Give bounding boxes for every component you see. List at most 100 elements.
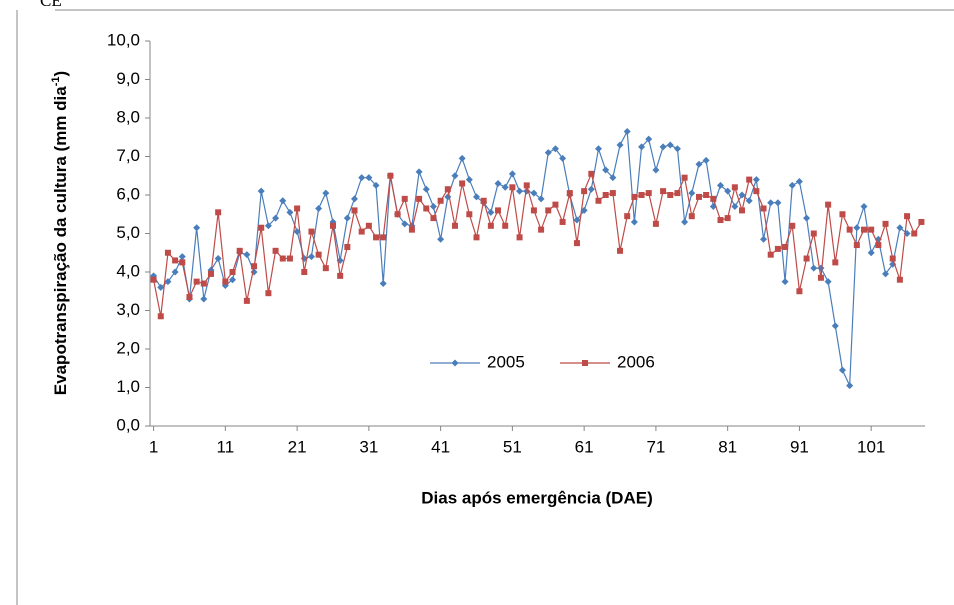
- marker: [416, 195, 423, 202]
- x-tick-label: 11: [217, 437, 235, 456]
- marker: [279, 197, 287, 205]
- marker: [458, 154, 466, 162]
- marker: [322, 265, 329, 272]
- marker: [502, 222, 509, 229]
- corner-text: CE: [40, 0, 62, 10]
- marker: [767, 251, 774, 258]
- marker: [172, 257, 179, 264]
- marker: [738, 191, 746, 199]
- marker: [588, 170, 595, 177]
- y-tick-label: 3,0: [116, 300, 140, 319]
- marker: [638, 192, 645, 198]
- marker: [293, 228, 301, 236]
- marker: [652, 220, 659, 227]
- marker: [423, 205, 430, 212]
- marker: [186, 294, 193, 301]
- marker: [516, 234, 523, 241]
- marker: [451, 359, 459, 367]
- marker: [344, 243, 351, 250]
- marker: [789, 222, 796, 229]
- marker: [667, 192, 674, 198]
- marker: [501, 183, 509, 191]
- marker: [717, 217, 724, 224]
- marker: [329, 222, 336, 229]
- marker: [774, 199, 782, 207]
- marker: [193, 224, 201, 232]
- marker: [645, 135, 653, 143]
- marker: [179, 259, 186, 266]
- marker: [853, 242, 860, 249]
- marker: [551, 145, 559, 153]
- y-axis-title-sup: -1: [50, 76, 62, 86]
- marker: [882, 270, 890, 278]
- marker: [200, 295, 208, 303]
- marker: [580, 206, 588, 214]
- marker: [587, 185, 595, 193]
- y-tick-label: 0,0: [116, 415, 140, 434]
- marker: [810, 264, 818, 272]
- marker: [695, 160, 703, 168]
- marker: [660, 188, 667, 195]
- marker: [322, 189, 330, 197]
- marker: [459, 180, 466, 187]
- marker: [215, 209, 222, 216]
- marker: [817, 274, 824, 281]
- marker: [824, 278, 832, 286]
- marker: [222, 278, 229, 285]
- marker: [365, 174, 373, 182]
- marker: [207, 270, 214, 277]
- marker: [294, 205, 301, 212]
- marker: [867, 249, 875, 257]
- marker: [781, 278, 789, 286]
- marker: [746, 176, 753, 183]
- marker: [688, 213, 695, 220]
- marker: [673, 145, 681, 153]
- marker: [337, 272, 344, 279]
- marker: [559, 218, 566, 225]
- marker: [904, 213, 911, 220]
- marker: [623, 127, 631, 135]
- marker: [559, 154, 567, 162]
- marker: [838, 366, 846, 374]
- marker: [846, 382, 854, 390]
- marker: [624, 213, 631, 220]
- marker: [582, 360, 588, 366]
- y-axis-title-main: Evapotranspiração da cultura (mm dia: [51, 86, 70, 395]
- marker: [753, 188, 760, 195]
- marker: [308, 228, 315, 235]
- marker: [674, 190, 681, 197]
- marker: [716, 181, 724, 189]
- marker: [788, 181, 796, 189]
- marker: [652, 166, 660, 174]
- marker: [630, 218, 638, 226]
- marker: [171, 268, 179, 276]
- marker: [616, 141, 624, 149]
- y-tick-label: 2,0: [116, 338, 140, 357]
- marker: [358, 228, 365, 235]
- marker: [810, 230, 817, 237]
- marker: [465, 176, 473, 184]
- marker: [795, 178, 803, 186]
- marker: [422, 185, 430, 193]
- marker: [495, 207, 502, 214]
- legend-label: 2006: [617, 352, 655, 371]
- marker: [157, 313, 164, 320]
- marker: [258, 224, 265, 231]
- marker: [523, 182, 530, 189]
- marker: [473, 193, 481, 201]
- x-tick-label: 1: [149, 437, 158, 456]
- marker: [681, 218, 689, 226]
- marker: [602, 192, 609, 198]
- marker: [415, 168, 423, 176]
- marker: [451, 222, 458, 229]
- marker: [430, 215, 437, 222]
- marker: [157, 283, 165, 291]
- y-axis-title: Evapotranspiração da cultura (mm dia-1): [50, 71, 71, 395]
- marker: [236, 247, 243, 254]
- x-tick-label: 31: [359, 437, 378, 456]
- marker: [358, 174, 366, 182]
- marker: [760, 235, 768, 243]
- marker: [831, 322, 839, 330]
- marker: [796, 288, 803, 295]
